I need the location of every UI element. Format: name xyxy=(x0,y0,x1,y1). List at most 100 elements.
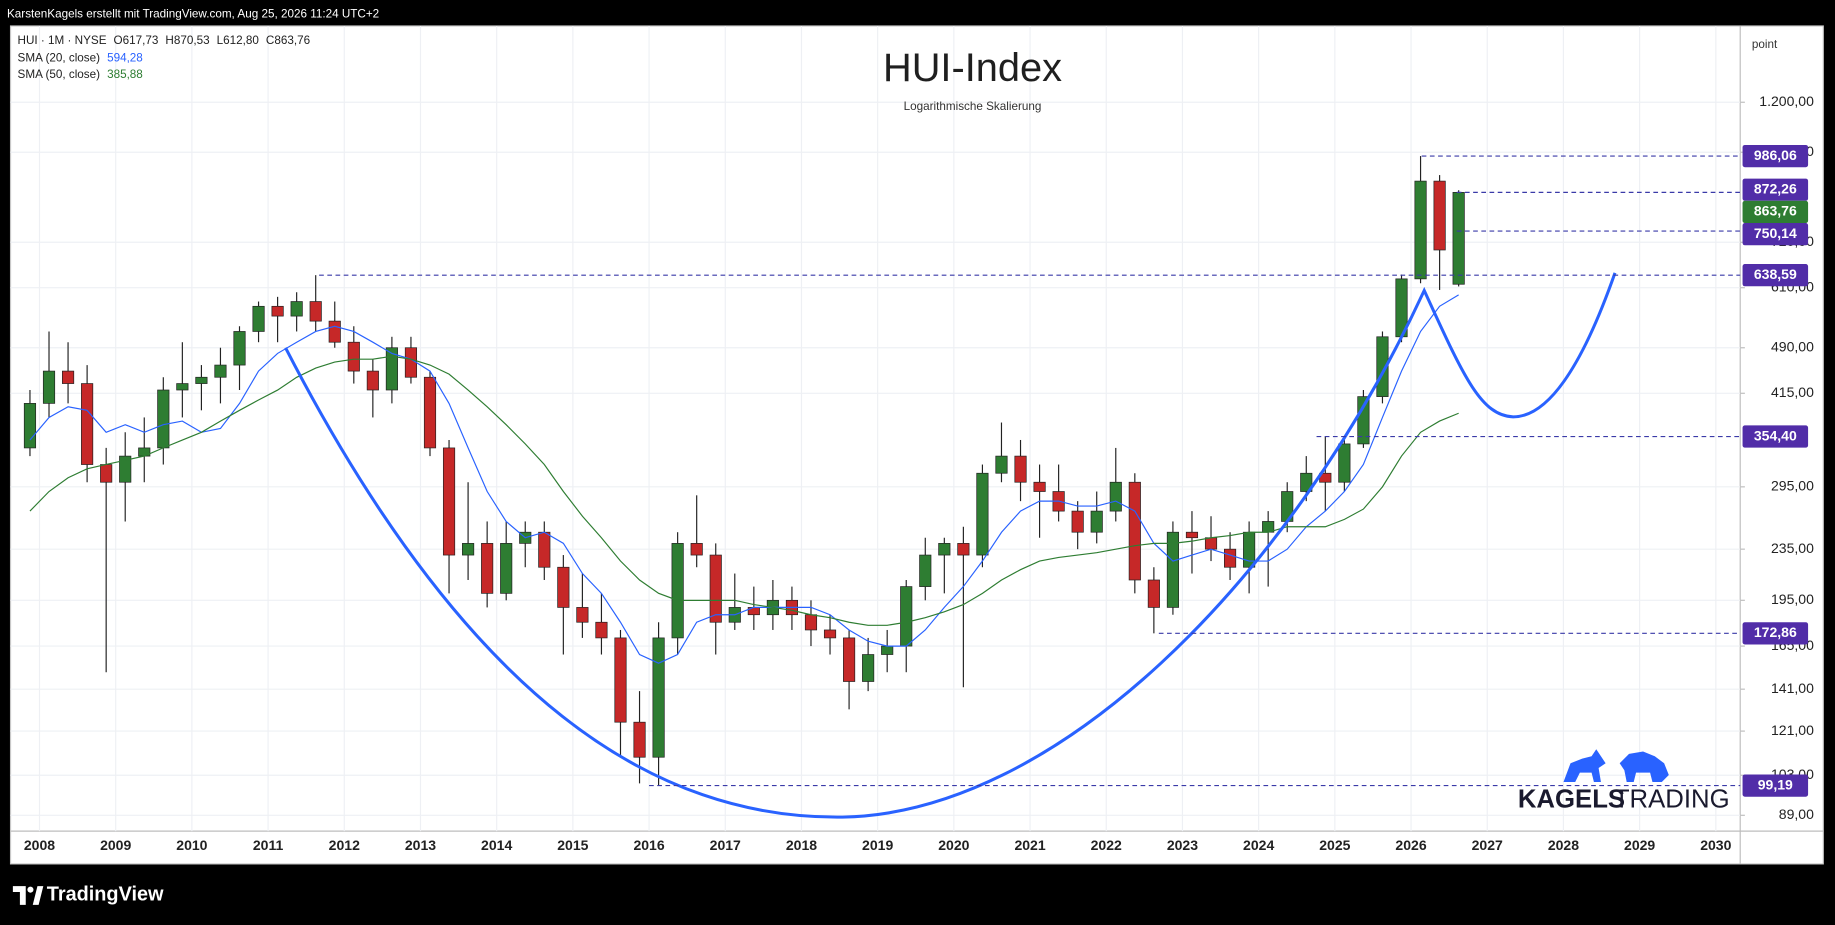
candle-body xyxy=(976,472,989,556)
price-badge-label: 872,26 xyxy=(1754,180,1797,196)
candle-body xyxy=(423,376,437,449)
y-tick-label: 141,00 xyxy=(1771,680,1814,696)
x-tick-label: 2020 xyxy=(938,837,969,853)
grid xyxy=(10,25,1741,832)
y-tick-label: 121,00 xyxy=(1771,722,1814,738)
legend-name: SMA (20, close) xyxy=(18,52,101,65)
x-tick-label: 2026 xyxy=(1395,837,1426,853)
legend-symbol: HUI · 1M · NYSE xyxy=(18,34,107,47)
chart-subtitle: Logarithmische Skalierung xyxy=(904,100,1042,113)
price-badge-label: 863,76 xyxy=(1754,203,1797,219)
candle-body xyxy=(614,637,627,723)
watermark-bold: KAGELS xyxy=(1518,786,1625,814)
price-badge-label: 99,19 xyxy=(1758,776,1793,792)
y-tick-label: 295,00 xyxy=(1771,478,1814,494)
candle-body xyxy=(557,566,570,608)
candle-body xyxy=(957,543,970,556)
candle-body xyxy=(1166,531,1179,608)
axis-unit: point xyxy=(1752,38,1778,51)
candle-body xyxy=(442,447,456,556)
logo-mark xyxy=(27,886,34,893)
price-badge xyxy=(1742,425,1809,448)
candle-body xyxy=(500,543,513,594)
candle-body xyxy=(652,637,665,758)
x-tick-label: 2010 xyxy=(176,837,207,853)
logo-mark xyxy=(32,886,44,905)
candle-body xyxy=(919,554,932,587)
candle-body xyxy=(1071,510,1084,533)
x-tick-label: 2023 xyxy=(1167,837,1198,853)
brand-name: TradingView xyxy=(47,884,164,906)
legend-key: O xyxy=(114,34,123,47)
x-tick-label: 2016 xyxy=(633,837,664,853)
x-tick-label: 2022 xyxy=(1091,837,1122,853)
logo-icons xyxy=(1563,749,1669,782)
x-tick-label: 2021 xyxy=(1014,837,1045,853)
legend-key: C xyxy=(266,34,274,47)
legend-value: 385,88 xyxy=(107,68,143,81)
candle-body xyxy=(347,341,360,372)
x-tick-label: 2012 xyxy=(329,837,360,853)
candle-body xyxy=(404,347,418,378)
candle-body xyxy=(1452,192,1465,285)
candle-body xyxy=(576,607,589,623)
candle-body xyxy=(214,364,227,378)
candle-body xyxy=(233,331,246,366)
bear-icon xyxy=(1619,751,1669,782)
candle-body xyxy=(538,531,551,568)
x-tick-label: 2013 xyxy=(405,837,436,853)
candle-body xyxy=(462,543,475,556)
candle-body xyxy=(862,654,875,682)
y-tick-label: 235,00 xyxy=(1771,540,1814,556)
price-badge xyxy=(1742,774,1809,797)
sma-line xyxy=(29,355,1459,626)
candle-body xyxy=(1090,510,1103,533)
legend-row: HUI · 1M · NYSE O617,73 H870,53 L612,80 C863… xyxy=(18,34,311,47)
chart-title: HUI-Index xyxy=(883,46,1062,90)
candle-body xyxy=(290,301,303,317)
x-tick-label: 2030 xyxy=(1700,837,1731,853)
candle-body xyxy=(1014,455,1027,483)
candle-body xyxy=(900,586,913,647)
candle-body xyxy=(1109,481,1122,512)
candle-body xyxy=(42,370,56,404)
x-tick-label: 2009 xyxy=(100,837,131,853)
x-tick-label: 2014 xyxy=(481,837,512,853)
candle-body xyxy=(1414,180,1427,280)
price-badge-label: 750,14 xyxy=(1754,225,1797,241)
candle-body xyxy=(1147,579,1160,608)
candle-body xyxy=(1185,531,1199,539)
price-badge-label: 986,06 xyxy=(1754,147,1797,163)
candle-body xyxy=(1357,396,1370,445)
candle-body xyxy=(23,403,37,449)
candle-body xyxy=(385,347,398,391)
x-tick-label: 2015 xyxy=(557,837,588,853)
price-badge xyxy=(1742,178,1809,201)
candle-body xyxy=(366,370,379,391)
brand-logo xyxy=(12,886,44,905)
candle-body xyxy=(271,305,284,317)
candle-body xyxy=(81,383,94,465)
legend-key: L xyxy=(217,34,224,47)
candle-body xyxy=(1128,481,1141,581)
legend-value: 863,76 xyxy=(274,34,310,47)
price-badge-label: 354,40 xyxy=(1754,427,1797,443)
x-tick-label: 2028 xyxy=(1548,837,1579,853)
bull-icon xyxy=(1563,749,1606,782)
watermark-light: TRADING xyxy=(1614,786,1730,814)
candle-body xyxy=(595,621,608,639)
candle-body xyxy=(157,389,170,449)
candle-body xyxy=(176,383,189,391)
candle-body xyxy=(252,305,265,332)
y-tick-label: 89,00 xyxy=(1779,806,1814,822)
legend-row: SMA (20, close) 594,28 xyxy=(18,52,143,65)
legend-name: SMA (50, close) xyxy=(18,68,101,81)
candle-body xyxy=(309,301,322,322)
candle-body xyxy=(1376,336,1389,397)
x-tick-label: 2018 xyxy=(786,837,817,853)
x-tick-label: 2008 xyxy=(24,837,55,853)
legend-value: 617,73 xyxy=(123,34,159,47)
candle-body xyxy=(843,637,856,682)
candle-body xyxy=(328,320,341,343)
